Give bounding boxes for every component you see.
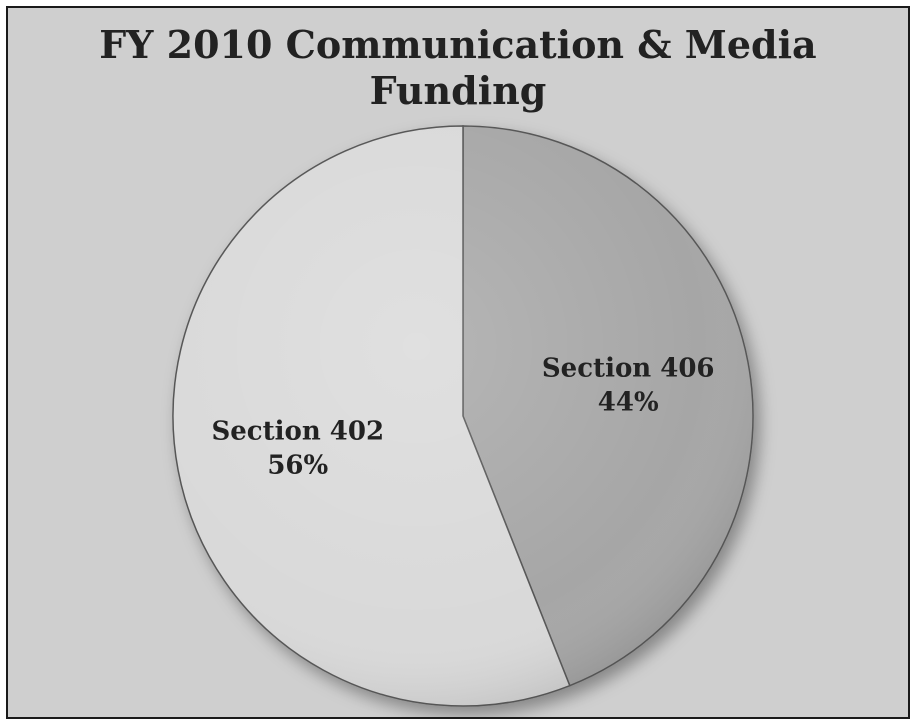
pie-chart: Section 406 44% Section 402 56% — [172, 125, 754, 707]
chart-title-line-1: FY 2010 Communication & Media — [99, 22, 817, 67]
chart-frame: FY 2010 Communication & Media Funding Se… — [6, 6, 910, 719]
slice-label-percent: 44% — [598, 387, 659, 417]
slice-label-percent: 56% — [267, 451, 328, 481]
chart-title: FY 2010 Communication & Media Funding — [8, 22, 908, 114]
slice-label-name: Section 406 — [542, 353, 715, 383]
pie-labels: Section 406 44% Section 402 56% — [211, 353, 714, 480]
chart-title-line-2: Funding — [369, 68, 547, 113]
slice-label-name: Section 402 — [211, 417, 384, 447]
